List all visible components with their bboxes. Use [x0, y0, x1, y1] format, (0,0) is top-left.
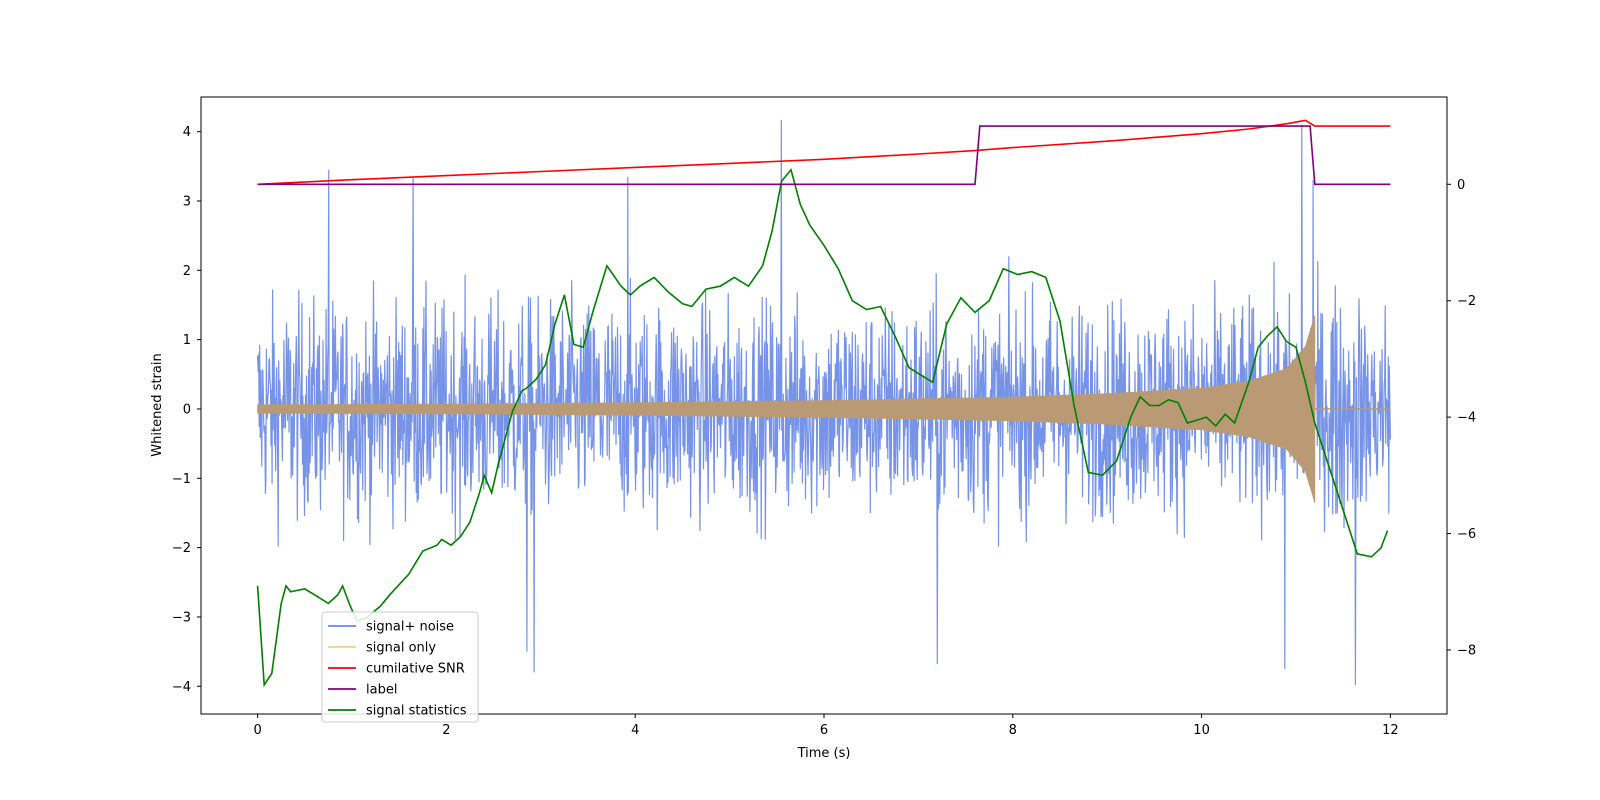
- x-tick-label: 8: [1009, 723, 1017, 738]
- x-axis-label: Time (s): [797, 746, 851, 761]
- left-y-axis-ticks: −4 −3 −2 −1 0 1 2 3 4: [172, 125, 201, 695]
- left-y-tick-label: 4: [183, 125, 191, 140]
- x-tick-label: 12: [1382, 723, 1399, 738]
- x-tick-label: 4: [631, 723, 639, 738]
- right-y-axis-ticks: −8 −6 −4 −2 0: [1447, 178, 1476, 658]
- legend-label: label: [366, 683, 397, 698]
- left-y-tick-label: −4: [172, 680, 191, 695]
- legend-label: signal+ noise: [366, 620, 454, 635]
- left-y-tick-label: −3: [172, 610, 191, 625]
- right-axis-series: [256, 119, 1391, 688]
- cumulative-snr-line: [257, 119, 1391, 186]
- x-tick-label: 6: [820, 723, 828, 738]
- x-axis-ticks: 0 2 4 6 8 10 12: [253, 714, 1399, 738]
- left-y-tick-label: 1: [183, 333, 191, 348]
- signal-only-envelope: [257, 315, 1316, 503]
- y-axis-label: Whitened strain: [150, 353, 165, 456]
- left-y-tick-label: −2: [172, 541, 191, 556]
- legend-label: signal statistics: [366, 704, 467, 719]
- legend-box: [321, 611, 479, 723]
- x-tick-label: 2: [442, 723, 450, 738]
- signal-statistics-line: [256, 168, 1389, 688]
- legend-label: signal only: [366, 641, 436, 656]
- left-y-tick-label: 0: [183, 402, 191, 417]
- left-y-tick-label: 3: [183, 194, 191, 209]
- legend: signal+ noise signal only cumilative SNR la…: [321, 611, 479, 723]
- right-y-tick-label: −2: [1457, 294, 1476, 309]
- right-y-tick-label: −6: [1457, 527, 1476, 542]
- label-line: [257, 125, 1391, 186]
- right-y-tick-label: 0: [1457, 178, 1465, 193]
- right-y-tick-label: −8: [1457, 643, 1476, 658]
- left-y-tick-label: 2: [183, 264, 191, 279]
- signal-only-series: [257, 315, 1391, 503]
- x-tick-label: 10: [1193, 723, 1210, 738]
- legend-label: cumilative SNR: [366, 662, 465, 677]
- x-tick-label: 0: [253, 723, 261, 738]
- right-y-tick-label: −4: [1457, 411, 1476, 426]
- left-y-tick-label: −1: [172, 472, 191, 487]
